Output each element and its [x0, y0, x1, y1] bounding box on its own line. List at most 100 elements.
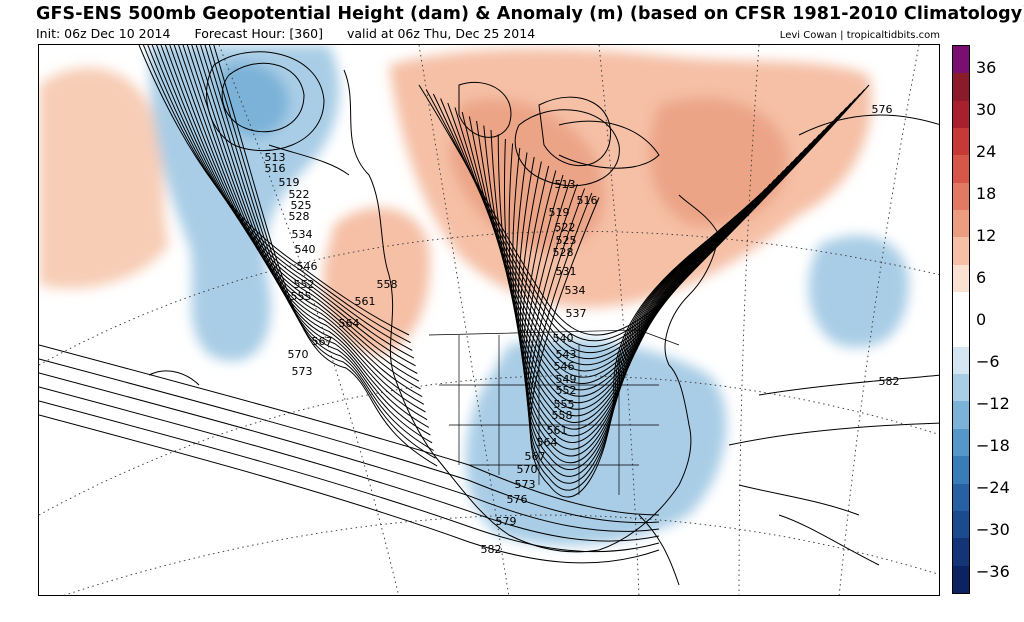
contour-label: 516 [265, 162, 286, 175]
height-contour [186, 45, 428, 421]
height-contour [164, 45, 420, 382]
height-contour [206, 51, 325, 152]
colorbar-tick-label: 24 [976, 142, 997, 161]
colorbar-tick-label: 30 [976, 100, 997, 119]
height-contour [138, 45, 410, 336]
colorbar-swatch [953, 128, 969, 156]
height-contour [418, 84, 870, 336]
height-contour [432, 93, 861, 347]
height-contour [160, 45, 418, 374]
contour-label: 549 [556, 373, 577, 386]
height-contour [39, 344, 660, 516]
map-subtitle: Init: 06z Dec 10 2014 Forecast Hour: [36… [36, 26, 555, 41]
map-panel: 513 516 519 522 525 528 534 540 546 552 555 558 561 5… [38, 44, 940, 596]
contour-label: 519 [549, 206, 570, 219]
height-contour [221, 62, 305, 133]
contour-label: 513 [265, 151, 286, 164]
colorbar-swatch [953, 401, 969, 429]
contour-labels: 5135165195225255285345405465525555585615… [265, 103, 900, 556]
contour-label: 570 [517, 463, 538, 476]
height-contour [191, 45, 430, 428]
contour-label: 540 [295, 243, 316, 256]
colorbar-swatch [953, 374, 969, 402]
positive-anomaly-labrador [649, 97, 789, 227]
contour-label: 525 [291, 199, 312, 212]
height-contour [142, 45, 411, 344]
colorbar-swatch [953, 319, 969, 347]
height-contour [204, 45, 434, 451]
contour-label: 558 [552, 409, 573, 422]
colorbar-swatch [953, 210, 969, 238]
colorbar-swatch [953, 483, 969, 511]
height-contour [39, 358, 660, 524]
contour-label: 522 [289, 188, 310, 201]
credit-text: Levi Cowan | tropicaltidbits.com [779, 30, 940, 41]
colorbar-tick-label: 18 [976, 184, 997, 203]
contour-label: 582 [879, 375, 900, 388]
colorbar-tick-label: −12 [976, 394, 1010, 413]
colorbar-tick-label: 0 [976, 310, 987, 329]
height-contour [200, 45, 433, 444]
contour-label: 534 [292, 228, 313, 241]
height-contour [213, 45, 438, 467]
height-contour [147, 45, 413, 351]
colorbar-swatch [953, 428, 969, 457]
height-contour [39, 386, 660, 542]
height-contour [39, 372, 660, 532]
height-contour [758, 374, 939, 396]
contour-label: 531 [556, 265, 577, 278]
contour-label: 576 [872, 103, 893, 116]
height-contour [798, 114, 939, 136]
contour-label: 564 [537, 436, 558, 449]
init-time: Init: 06z Dec 10 2014 [36, 26, 171, 41]
contour-label: 567 [312, 335, 333, 348]
contour-label: 573 [515, 478, 536, 491]
colorbar-tick-label: 6 [976, 268, 987, 287]
contour-label: 534 [565, 284, 586, 297]
positive-anomaly-northwest [39, 67, 169, 289]
contour-label: 582 [481, 543, 502, 556]
colorbar-tick-label: −30 [976, 520, 1010, 539]
valid-time: valid at 06z Thu, Dec 25 2014 [347, 26, 536, 41]
colorbar-swatch [953, 565, 969, 593]
coastlines [148, 69, 880, 586]
height-contour [195, 45, 431, 436]
colorbar-tick-label: −24 [976, 478, 1010, 497]
height-contour [39, 400, 660, 553]
colorbar [952, 45, 970, 594]
height-contours [39, 45, 939, 564]
contour-label: 573 [292, 365, 313, 378]
colorbar-swatch [953, 346, 969, 375]
colorbar-swatch [953, 538, 969, 566]
anomaly-shading [39, 45, 909, 546]
height-contour [728, 422, 939, 446]
colorbar-tick-label: −36 [976, 562, 1010, 581]
negative-anomaly-atlantic [808, 235, 909, 348]
contour-label: 540 [553, 332, 574, 345]
height-contour [514, 109, 620, 187]
contour-label: 552 [556, 384, 577, 397]
positive-anomaly-west-us [323, 207, 430, 355]
contour-label: 525 [556, 234, 577, 247]
height-contour [169, 45, 421, 390]
contour-label: 522 [555, 221, 576, 234]
colorbar-swatch [953, 264, 969, 293]
contour-label: 564 [339, 317, 360, 330]
contour-label: 543 [556, 348, 577, 361]
contour-label: 513 [555, 178, 576, 191]
anomaly-map: 5135165195225255285345405465525555585615… [39, 45, 939, 595]
contour-label: 579 [496, 515, 517, 528]
colorbar-swatch [953, 46, 969, 74]
height-contour [156, 45, 416, 367]
contour-label: 546 [554, 360, 575, 373]
height-contour [173, 45, 423, 398]
contour-label: 537 [566, 307, 587, 320]
height-contour [529, 197, 757, 498]
contour-label: 528 [289, 210, 310, 223]
lat-lon-grid [39, 45, 939, 595]
colorbar-tick-label: 12 [976, 226, 997, 245]
colorbar-swatch [953, 510, 969, 539]
contour-label: 555 [291, 290, 312, 303]
forecast-hour: Forecast Hour: [360] [194, 26, 324, 41]
contour-label: 552 [294, 278, 315, 291]
